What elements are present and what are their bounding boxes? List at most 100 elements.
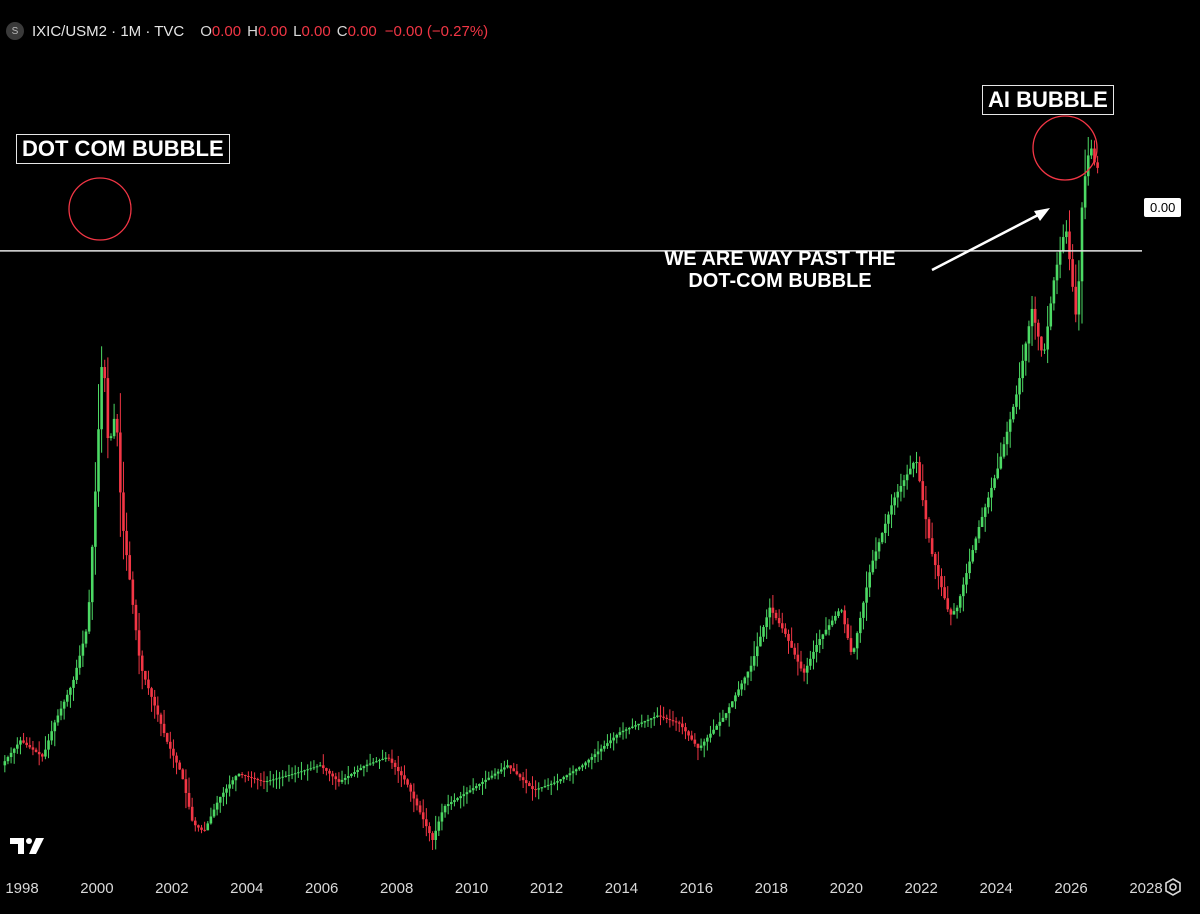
candle bbox=[190, 797, 194, 822]
settings-gear-icon[interactable] bbox=[1164, 878, 1182, 896]
candle-body bbox=[656, 715, 659, 717]
symbol-label[interactable]: IXIC/USM2 · 1M · TVC bbox=[32, 22, 185, 40]
candle-body bbox=[240, 774, 244, 776]
candle-body bbox=[94, 491, 97, 547]
candle bbox=[874, 537, 878, 569]
x-tick-label: 2010 bbox=[455, 880, 488, 897]
candle-body bbox=[693, 739, 697, 744]
candle bbox=[724, 712, 728, 721]
candle bbox=[225, 784, 228, 805]
candle bbox=[490, 770, 494, 780]
candle bbox=[462, 785, 466, 807]
candle-body bbox=[206, 823, 210, 831]
candle bbox=[262, 771, 266, 790]
candle bbox=[16, 737, 19, 754]
candle bbox=[677, 720, 681, 733]
candle-body bbox=[115, 418, 119, 433]
candle-body bbox=[340, 779, 344, 782]
candle bbox=[656, 707, 659, 718]
candle bbox=[215, 795, 219, 816]
candle-body bbox=[128, 555, 132, 580]
candle bbox=[409, 782, 413, 802]
candle bbox=[62, 699, 66, 720]
candle-body bbox=[256, 778, 260, 780]
candle-body bbox=[734, 695, 737, 702]
candle-body bbox=[415, 798, 419, 806]
candle bbox=[309, 761, 313, 771]
candle bbox=[887, 511, 890, 536]
candle-body bbox=[428, 826, 431, 834]
candle bbox=[543, 779, 547, 788]
candle bbox=[518, 773, 522, 781]
candle-body bbox=[943, 587, 946, 599]
candle bbox=[977, 520, 981, 544]
candle-body bbox=[662, 716, 665, 718]
candle bbox=[893, 492, 896, 515]
candle bbox=[1033, 296, 1037, 340]
candle bbox=[228, 775, 231, 797]
candle bbox=[933, 552, 937, 580]
candle bbox=[450, 796, 453, 810]
candle bbox=[65, 689, 69, 707]
candle-body bbox=[1090, 148, 1093, 156]
candle-body bbox=[9, 752, 13, 758]
candle bbox=[412, 783, 416, 813]
candle bbox=[487, 771, 491, 781]
candle bbox=[387, 754, 391, 762]
candle-body bbox=[365, 764, 369, 767]
candle-body bbox=[272, 779, 275, 781]
candle bbox=[968, 548, 971, 580]
candle bbox=[908, 455, 912, 475]
candle bbox=[1071, 244, 1074, 292]
horizontal-line-price-tag[interactable]: 0.00 bbox=[1144, 198, 1182, 217]
candle bbox=[287, 764, 291, 782]
candle-body bbox=[1049, 303, 1053, 327]
candle-body bbox=[759, 636, 762, 647]
candle-body bbox=[231, 780, 235, 785]
candle bbox=[593, 748, 597, 764]
candle-body bbox=[649, 718, 653, 720]
candle bbox=[980, 507, 984, 528]
candle bbox=[599, 744, 603, 761]
candle bbox=[924, 485, 928, 539]
candle bbox=[581, 763, 584, 771]
candle bbox=[918, 456, 921, 483]
candle-body bbox=[952, 611, 956, 615]
candle bbox=[602, 740, 606, 752]
candle bbox=[999, 442, 1003, 470]
candle-body bbox=[293, 773, 297, 775]
candle bbox=[883, 513, 887, 544]
candle-body bbox=[721, 717, 725, 722]
candle-body bbox=[668, 718, 672, 721]
candle-body bbox=[446, 804, 450, 807]
candle bbox=[84, 629, 88, 648]
candle bbox=[896, 484, 900, 508]
x-tick-label: 2026 bbox=[1054, 880, 1087, 897]
candle-body bbox=[606, 743, 609, 746]
candle-body bbox=[62, 701, 66, 709]
candle-body bbox=[837, 611, 840, 616]
dot-com-bubble-label: DOT COM BUBBLE bbox=[16, 134, 230, 164]
candle-body bbox=[228, 784, 231, 789]
x-tick-label: 2016 bbox=[680, 880, 713, 897]
candle bbox=[1049, 296, 1053, 331]
candle-body bbox=[162, 723, 166, 734]
candle-body bbox=[590, 757, 594, 760]
candle-body bbox=[375, 761, 378, 763]
candle-body bbox=[821, 634, 825, 640]
candle-body bbox=[921, 481, 925, 501]
candle bbox=[31, 740, 35, 756]
candle bbox=[109, 433, 113, 441]
candle-body bbox=[637, 723, 640, 726]
candle-body bbox=[321, 765, 325, 769]
annotation-note: WE ARE WAY PAST THE DOT-COM BUBBLE bbox=[640, 248, 920, 292]
candle-body bbox=[47, 740, 50, 750]
candle bbox=[1077, 260, 1081, 331]
candle bbox=[353, 766, 356, 777]
candle bbox=[521, 772, 525, 789]
candle bbox=[90, 544, 94, 620]
candle-body bbox=[253, 777, 256, 779]
candle bbox=[777, 609, 781, 628]
candle bbox=[631, 718, 634, 729]
